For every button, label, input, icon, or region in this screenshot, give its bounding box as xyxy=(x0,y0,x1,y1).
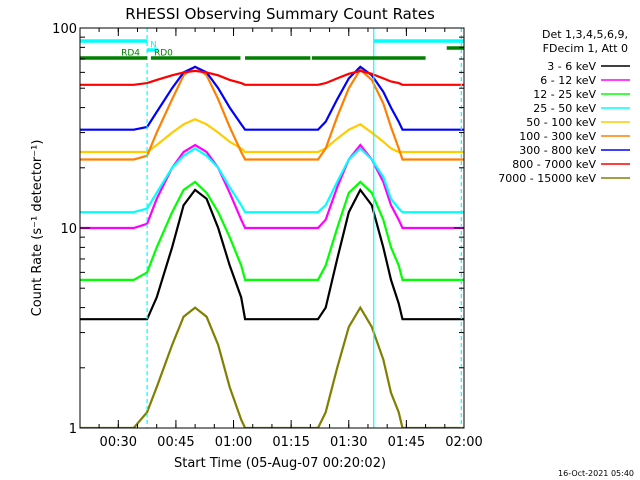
series-line-8 xyxy=(80,305,464,428)
chart-title: RHESSI Observing Summary Count Rates xyxy=(125,5,435,23)
y-tick-label-0: 1 xyxy=(69,422,77,437)
footer-timestamp: 16-Oct-2021 05:40 xyxy=(558,469,634,478)
series-line-7 xyxy=(80,69,464,86)
legend-label-8: 7000 - 15000 keV xyxy=(498,172,596,185)
y-tick-label-1: 10 xyxy=(60,222,77,237)
legend-header-0: Det 1,3,4,5,6,9, xyxy=(542,28,628,41)
x-tick-label-4: 01:30 xyxy=(330,435,367,450)
y-tick-label-2: 100 xyxy=(52,22,77,37)
x-tick-label-2: 01:00 xyxy=(215,435,252,450)
series-line-0 xyxy=(80,187,464,321)
legend-label-2: 12 - 25 keV xyxy=(533,88,596,101)
x-tick-label-0: 00:30 xyxy=(100,435,137,450)
legend-label-5: 100 - 300 keV xyxy=(519,130,596,143)
series-line-3 xyxy=(80,146,464,214)
series-line-4 xyxy=(80,117,464,154)
x-axis-label: Start Time (05-Aug-07 00:20:02) xyxy=(174,456,386,471)
flag-label-3: RD4 xyxy=(121,49,140,59)
legend-label-4: 50 - 100 keV xyxy=(526,116,596,129)
legend-label-3: 25 - 50 keV xyxy=(533,102,596,115)
series-line-5 xyxy=(80,65,464,161)
x-tick-label-3: 01:15 xyxy=(272,435,309,450)
x-axis: 00:30 00:45 01:00 01:15 01:30 01:45 02:00 xyxy=(98,28,483,450)
legend-label-1: 6 - 12 keV xyxy=(540,74,596,87)
series-line-6 xyxy=(80,65,464,131)
flag-label-1: N xyxy=(150,41,157,51)
legend-header-1: FDecim 1, Att 0 xyxy=(543,42,628,55)
legend-label-0: 3 - 6 keV xyxy=(547,60,596,73)
y-axis-label: Count Rate (s⁻¹ detector⁻¹) xyxy=(30,140,45,317)
x-tick-label-5: 01:45 xyxy=(388,435,425,450)
legend-label-7: 800 - 7000 keV xyxy=(512,158,596,171)
flag-label-2: RD0 xyxy=(154,49,173,59)
legend: Det 1,3,4,5,6,9,FDecim 1, Att 0 3 - 6 keV… xyxy=(498,28,630,185)
y-axis: 1 10 100 xyxy=(52,22,464,437)
x-tick-label-1: 00:45 xyxy=(157,435,194,450)
legend-label-6: 300 - 800 keV xyxy=(519,144,596,157)
series-line-2 xyxy=(80,180,464,281)
x-tick-label-6: 02:00 xyxy=(445,435,482,450)
